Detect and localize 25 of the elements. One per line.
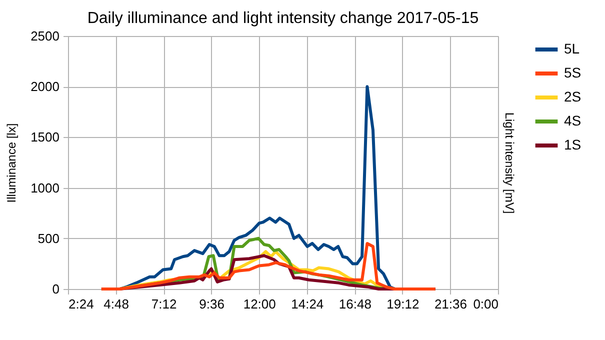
- x-tick-label: 7:12: [151, 296, 177, 312]
- y-tick-label: 500: [38, 230, 60, 246]
- y-tick-label: 1500: [30, 130, 60, 145]
- x-tick-label: 12:00: [243, 296, 276, 312]
- legend-label: 2S: [564, 88, 582, 104]
- x-tick-label: 0:00: [473, 296, 498, 312]
- x-tick-label: 4:48: [104, 296, 129, 312]
- x-tick-label: 2:24: [68, 296, 94, 312]
- y-axis-title: Illuminance [lx]: [4, 123, 19, 203]
- y2-axis-title: Light intensity [mV]: [502, 112, 516, 214]
- legend-label: 5S: [564, 64, 582, 80]
- y-tick-label: 2000: [30, 79, 60, 94]
- legend-label: 4S: [564, 112, 582, 128]
- x-tick-label: 9:36: [199, 296, 224, 312]
- y-tick-label: 0: [52, 282, 60, 296]
- x-tick-label: 16:48: [338, 296, 372, 312]
- y-tick-label: 1000: [30, 180, 60, 196]
- x-tick-label: 14:24: [291, 296, 324, 312]
- legend-label: 5L: [564, 40, 580, 56]
- legend-label: 1S: [564, 136, 582, 152]
- x-tick-label: 19:12: [386, 296, 420, 312]
- chart-title: Daily illuminance and light intensity change 2017-05-15: [87, 10, 479, 27]
- x-tick-label: 21:36: [434, 296, 467, 312]
- line-series: [100, 242, 437, 290]
- y-tick-label: 2500: [30, 28, 60, 44]
